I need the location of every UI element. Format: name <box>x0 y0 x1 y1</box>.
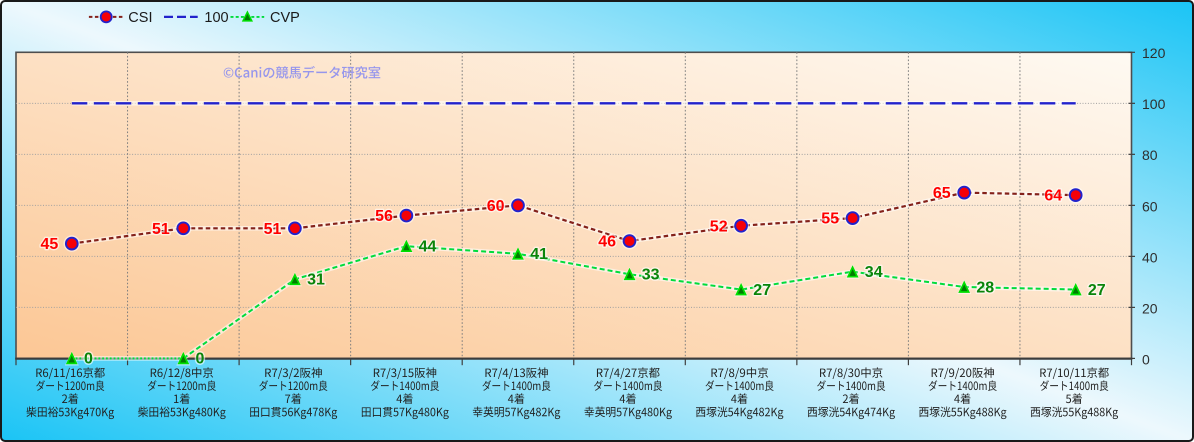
svg-text:34: 34 <box>865 264 883 281</box>
svg-text:46: 46 <box>598 234 616 251</box>
svg-text:0: 0 <box>1142 351 1150 367</box>
svg-text:31: 31 <box>307 272 325 289</box>
svg-text:80: 80 <box>1142 147 1158 163</box>
svg-text:51: 51 <box>152 221 170 238</box>
svg-text:120: 120 <box>1142 45 1166 61</box>
svg-text:40: 40 <box>1142 249 1158 265</box>
svg-text:100: 100 <box>204 10 228 26</box>
svg-text:56: 56 <box>375 208 393 225</box>
svg-text:CVP: CVP <box>270 10 300 26</box>
svg-text:28: 28 <box>976 279 994 296</box>
svg-text:45: 45 <box>41 236 59 253</box>
svg-text:64: 64 <box>1044 188 1062 205</box>
svg-text:44: 44 <box>419 238 437 255</box>
svg-text:55: 55 <box>821 211 839 228</box>
svg-text:0: 0 <box>196 351 205 368</box>
svg-text:33: 33 <box>642 267 660 284</box>
svg-text:60: 60 <box>1142 198 1158 214</box>
svg-text:CSI: CSI <box>128 10 152 26</box>
svg-text:0: 0 <box>84 351 93 368</box>
svg-text:51: 51 <box>264 221 282 238</box>
svg-text:52: 52 <box>710 218 728 235</box>
svg-text:100: 100 <box>1142 96 1166 112</box>
svg-text:27: 27 <box>753 282 771 299</box>
svg-text:60: 60 <box>487 198 505 215</box>
svg-text:65: 65 <box>933 185 951 202</box>
svg-text:41: 41 <box>530 246 548 263</box>
svg-text:27: 27 <box>1088 282 1106 299</box>
svg-text:20: 20 <box>1142 300 1158 316</box>
